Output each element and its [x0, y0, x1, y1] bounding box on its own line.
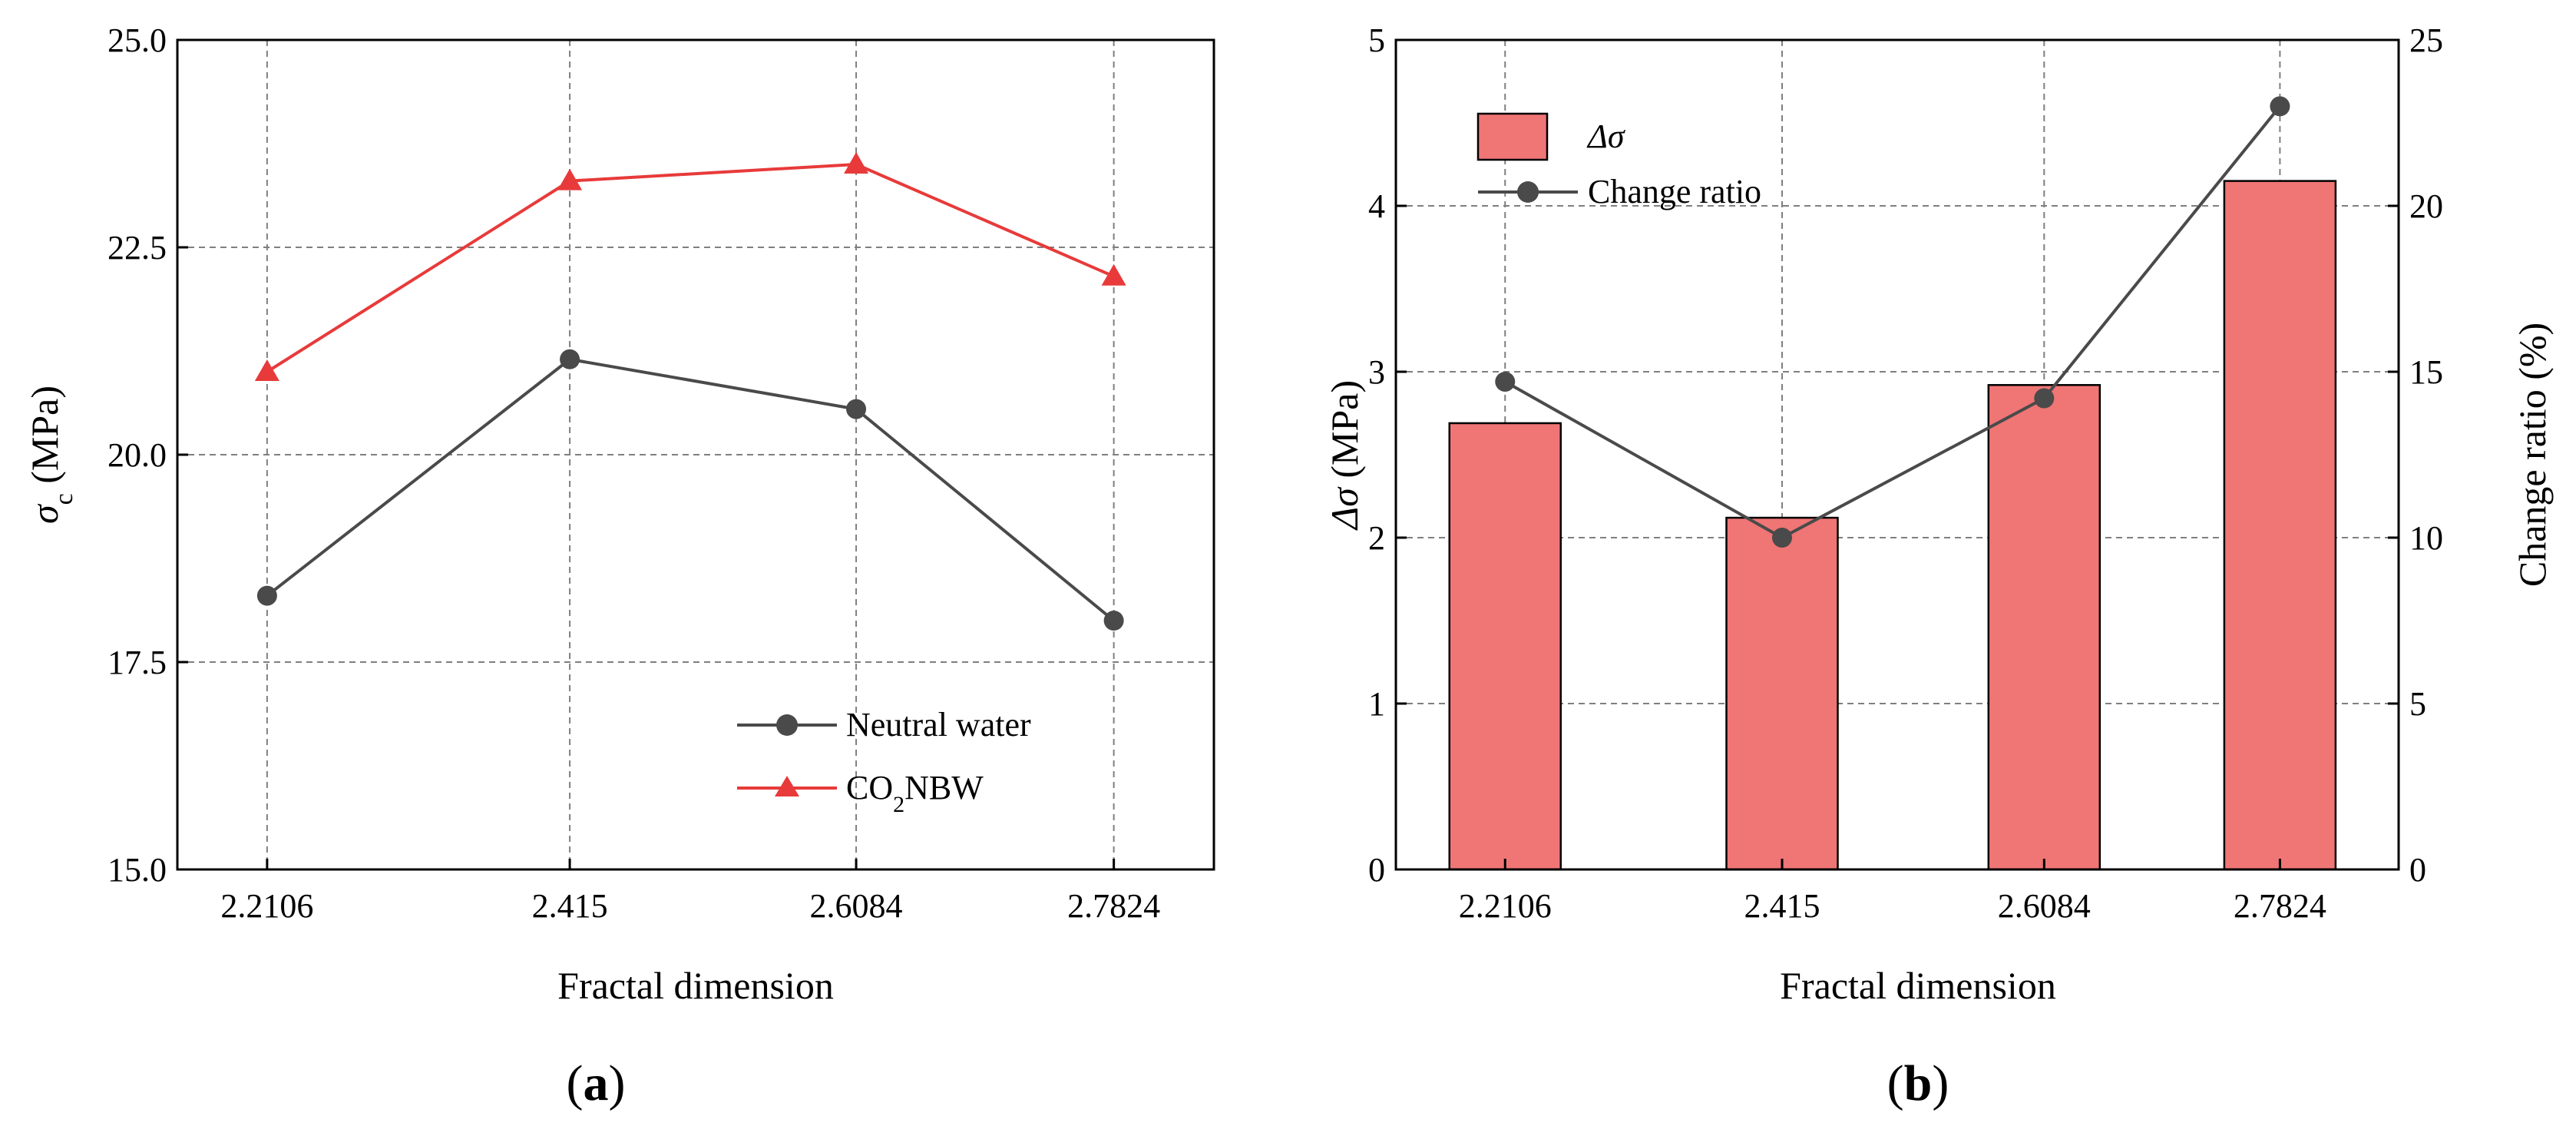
- y-left-tick-label: 2: [1368, 519, 1385, 557]
- x-axis-title-a: Fractal dimension: [557, 964, 834, 1007]
- panel-label-a-letter: a: [584, 1055, 609, 1111]
- y-axis-title-a-unit: (MPa): [23, 386, 66, 493]
- data-point-triangle: [254, 359, 279, 381]
- x-axis-title-b: Fractal dimension: [1780, 964, 2056, 1007]
- x-tick-label: 2.2106: [220, 887, 313, 925]
- y-tick-label: 17.5: [107, 644, 167, 681]
- data-point-triangle: [844, 152, 869, 174]
- panel-label-b-letter: b: [1904, 1055, 1933, 1111]
- legend-marker-change-ratio: [1517, 181, 1539, 203]
- bar: [1725, 516, 1839, 871]
- data-point-circle: [846, 399, 867, 419]
- y-axis-title-a-subscript: c: [50, 493, 78, 505]
- ticks-a: 2.2106 2.415 2.6084 2.7824 15.0 17.5 20.0 22.5 2…: [107, 22, 1160, 925]
- legend-a: Neutral water CO2NBW: [737, 706, 1031, 817]
- bar: [1987, 384, 2101, 871]
- y-left-tick-label: 0: [1368, 851, 1385, 889]
- y-tick-label: 22.5: [107, 229, 167, 267]
- x-tick-label: 2.7824: [2234, 887, 2326, 925]
- change-ratio-point: [1771, 528, 1792, 548]
- grid-a: [177, 40, 1214, 869]
- data-point-circle: [560, 349, 580, 369]
- y-left-tick-label: 5: [1368, 22, 1385, 59]
- y-right-tick-label: 25: [2409, 22, 2443, 59]
- legend-b: Δσ Change ratio: [1476, 112, 1761, 210]
- x-tick-label: 2.7824: [1067, 887, 1160, 925]
- y-axis-title-b-left: Δσ (MPa): [1323, 380, 1366, 531]
- y-tick-label: 20.0: [107, 436, 167, 474]
- series-lines-a: [266, 162, 1115, 622]
- x-tick-label: 2.6084: [1998, 887, 2091, 925]
- y-axis-title-b-right: Change ratio (%): [2511, 323, 2554, 587]
- data-point-circle: [1103, 611, 1124, 631]
- legend-swatch-delta-sigma: [1476, 112, 1549, 161]
- panel-label-b: (b): [1887, 1055, 1949, 1111]
- bars-b: [1448, 180, 2337, 871]
- data-point-triangle: [1101, 263, 1126, 286]
- legend-marker-neutral-water: [776, 714, 798, 736]
- y-left-tick-label: 3: [1368, 353, 1385, 391]
- data-point-circle: [256, 585, 277, 606]
- panel-a: 2.2106 2.415 2.6084 2.7824 15.0 17.5 20.0 22.5 2…: [23, 22, 1215, 1111]
- change-ratio-point: [1495, 371, 1516, 392]
- legend-label-co2nbw-subscript: 2: [893, 792, 904, 817]
- legend-marker-co2nbw: [775, 776, 799, 796]
- legend-label-co2nbw-part2: NBW: [904, 769, 984, 806]
- series-line-b: [1504, 105, 2281, 540]
- y-axis-title-a: σc (MPa): [23, 386, 78, 524]
- legend-label-co2nbw-part1: CO: [846, 769, 893, 806]
- plot-frame-b: [1394, 38, 2400, 871]
- change-ratio-point: [2270, 96, 2290, 117]
- y-tick-label: 25.0: [107, 22, 167, 59]
- y-right-tick-label: 0: [2409, 851, 2426, 889]
- ticks-b: 2.2106 2.415 2.6084 2.7824 0 1 2 3 4 5 0 5 10 15 20 25: [1368, 22, 2443, 925]
- change-ratio-point: [2034, 388, 2055, 409]
- panel-b: 2.2106 2.415 2.6084 2.78240123450510152025 …: [1323, 22, 2554, 1111]
- x-tick-label: 2.415: [1744, 887, 1820, 925]
- y-right-tick-label: 20: [2409, 187, 2443, 225]
- y-left-tick-label: 1: [1368, 685, 1385, 723]
- bar: [2223, 180, 2337, 871]
- series-markers-a: [254, 152, 1126, 631]
- change-ratio-line: [1504, 105, 2281, 540]
- y-axis-title-a-symbol: σ: [23, 503, 66, 524]
- y-axis-title-b-left-unit: (MPa): [1323, 380, 1366, 488]
- legend-label-co2nbw: CO2NBW: [846, 769, 984, 817]
- y-left-tick-label: 4: [1368, 187, 1385, 225]
- y-right-tick-label: 10: [2409, 519, 2443, 557]
- bar: [1448, 422, 1562, 871]
- x-tick-label: 2.415: [532, 887, 608, 925]
- legend-label-change-ratio: Change ratio: [1588, 173, 1761, 210]
- y-right-tick-label: 5: [2409, 685, 2426, 723]
- y-tick-label: 15.0: [107, 851, 167, 889]
- series-markers-b: [1495, 96, 2290, 548]
- series-line: [266, 357, 1115, 622]
- y-right-tick-label: 15: [2409, 353, 2443, 391]
- panel-label-a: (a): [567, 1055, 626, 1111]
- legend-label-neutral-water: Neutral water: [846, 706, 1031, 743]
- x-tick-label: 2.6084: [810, 887, 903, 925]
- series-line: [266, 162, 1115, 373]
- x-tick-label: 2.2106: [1459, 887, 1552, 925]
- y-axis-title-b-left-symbol: Δσ: [1323, 486, 1366, 531]
- legend-label-delta-sigma: Δσ: [1586, 118, 1626, 155]
- data-point-triangle: [557, 168, 583, 190]
